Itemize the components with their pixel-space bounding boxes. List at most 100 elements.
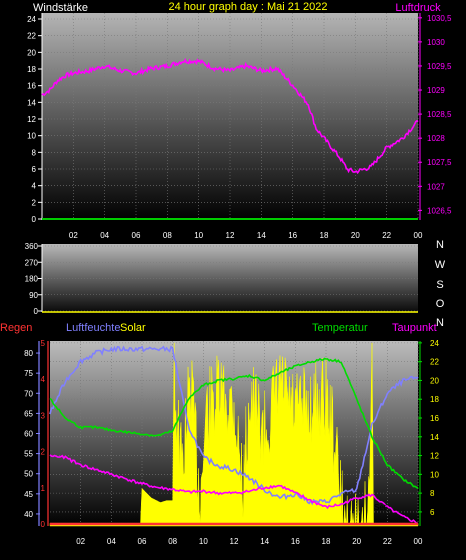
wind-tick-label: 12	[27, 115, 36, 124]
rain-label: Regen	[0, 322, 32, 334]
temp-tick-label: 16	[430, 414, 439, 423]
pressure-tick-label: 1027	[427, 182, 445, 191]
humidity-tick-label: 75	[24, 369, 33, 378]
solar-label: Solar	[120, 322, 146, 334]
direction-tick-label: 270	[25, 258, 39, 267]
wind-tick-label: 14	[27, 98, 36, 107]
time-tick-label: 10	[199, 537, 208, 546]
pressure-tick-label: 1030	[427, 38, 445, 47]
temp-tick-label: 18	[430, 395, 439, 404]
humidity-tick-label: 45	[24, 490, 33, 499]
time-tick-label: 12	[226, 231, 235, 240]
time-tick-label: 16	[291, 537, 300, 546]
humidity-tick-label: 50	[24, 470, 33, 479]
wind-tick-label: 22	[27, 32, 36, 41]
compass-label: W	[435, 259, 446, 271]
time-tick-label: 22	[382, 231, 391, 240]
time-tick-label: 04	[107, 537, 116, 546]
humidity-tick-label: 70	[24, 389, 33, 398]
humidity-series-line	[49, 345, 419, 506]
pressure-tick-label: 1028,5	[427, 110, 452, 119]
temp-tick-label: 14	[430, 433, 439, 442]
time-tick-label: 22	[383, 537, 392, 546]
direction-tick-label: 90	[29, 291, 38, 300]
rain-tick-label: 3	[41, 411, 46, 420]
time-tick-label: 10	[194, 231, 203, 240]
time-tick-label: 00	[414, 231, 423, 240]
pressure-tick-label: 1029	[427, 86, 445, 95]
time-tick-label: 14	[260, 537, 269, 546]
wind-tick-label: 20	[27, 48, 36, 57]
time-tick-label: 16	[288, 231, 297, 240]
direction-tick-label: 360	[25, 242, 39, 251]
pressure-tick-label: 1027,5	[427, 158, 452, 167]
pressure-axis-label: Luftdruck	[395, 2, 441, 14]
pressure-tick-label: 1028	[427, 134, 445, 143]
pressure-series-line	[41, 58, 419, 175]
time-tick-label: 14	[257, 231, 266, 240]
time-tick-label: 00	[414, 537, 423, 546]
compass-label: N	[436, 239, 444, 251]
humidity-label: Luftfeuchte	[66, 322, 120, 334]
humidity-tick-label: 80	[24, 349, 33, 358]
compass-label: O	[436, 298, 445, 310]
time-tick-label: 18	[322, 537, 331, 546]
time-tick-label: 12	[230, 537, 239, 546]
time-tick-label: 08	[168, 537, 177, 546]
compass-label: N	[436, 317, 444, 329]
temp-tick-label: 6	[430, 508, 435, 517]
wind-tick-label: 4	[32, 182, 37, 191]
pressure-tick-label: 1030,5	[427, 14, 452, 23]
wind-pressure-plot-area	[42, 13, 418, 220]
wind-tick-label: 2	[32, 198, 37, 207]
compass-label: S	[436, 279, 443, 291]
rain-tick-label: 2	[41, 448, 46, 457]
temp-tick-label: 20	[430, 376, 439, 385]
time-tick-label: 06	[132, 231, 141, 240]
temp-tick-label: 22	[430, 358, 439, 367]
direction-tick-label: 0	[34, 307, 39, 316]
humidity-tick-label: 40	[24, 510, 33, 519]
wind-tick-label: 6	[32, 165, 37, 174]
time-tick-label: 18	[320, 231, 329, 240]
wind-direction-plot-area	[42, 244, 418, 312]
wind-tick-label: 18	[27, 65, 36, 74]
sunset-annotation: Set	[374, 503, 387, 512]
temperature-label: Temperatur	[312, 322, 368, 334]
temp-tick-label: 12	[430, 452, 439, 461]
wind-axis-label: Windstärke	[33, 2, 88, 14]
direction-tick-label: 180	[25, 275, 39, 284]
time-tick-label: 20	[352, 537, 361, 546]
rain-tick-label: 5	[41, 339, 46, 348]
pressure-tick-label: 1026,5	[427, 206, 452, 215]
humidity-tick-label: 65	[24, 409, 33, 418]
time-tick-label: 04	[100, 231, 109, 240]
time-tick-label: 02	[69, 231, 78, 240]
wind-tick-label: 10	[27, 132, 36, 141]
pressure-tick-label: 1029,5	[427, 62, 452, 71]
time-tick-label: 08	[163, 231, 172, 240]
rain-tick-label: 1	[41, 484, 46, 493]
temp-tick-label: 10	[430, 470, 439, 479]
dewpoint-label: Taupunkt	[392, 322, 437, 334]
humidity-tick-label: 60	[24, 430, 33, 439]
humidity-tick-label: 55	[24, 450, 33, 459]
wind-tick-label: 8	[32, 148, 37, 157]
temp-tick-label: 24	[430, 339, 439, 348]
time-tick-label: 02	[76, 537, 85, 546]
time-tick-label: 06	[138, 537, 147, 546]
time-tick-label: 20	[351, 231, 360, 240]
dewpoint-series-line	[49, 454, 419, 525]
wind-tick-label: 16	[27, 82, 36, 91]
rain-tick-label: 0	[41, 520, 46, 529]
chart-title: 24 hour graph day : Mai 21 2022	[168, 1, 327, 13]
temperature-series-line	[49, 357, 419, 490]
rain-tick-label: 4	[41, 375, 46, 384]
temp-tick-label: 8	[430, 489, 435, 498]
wind-tick-label: 0	[32, 215, 37, 224]
